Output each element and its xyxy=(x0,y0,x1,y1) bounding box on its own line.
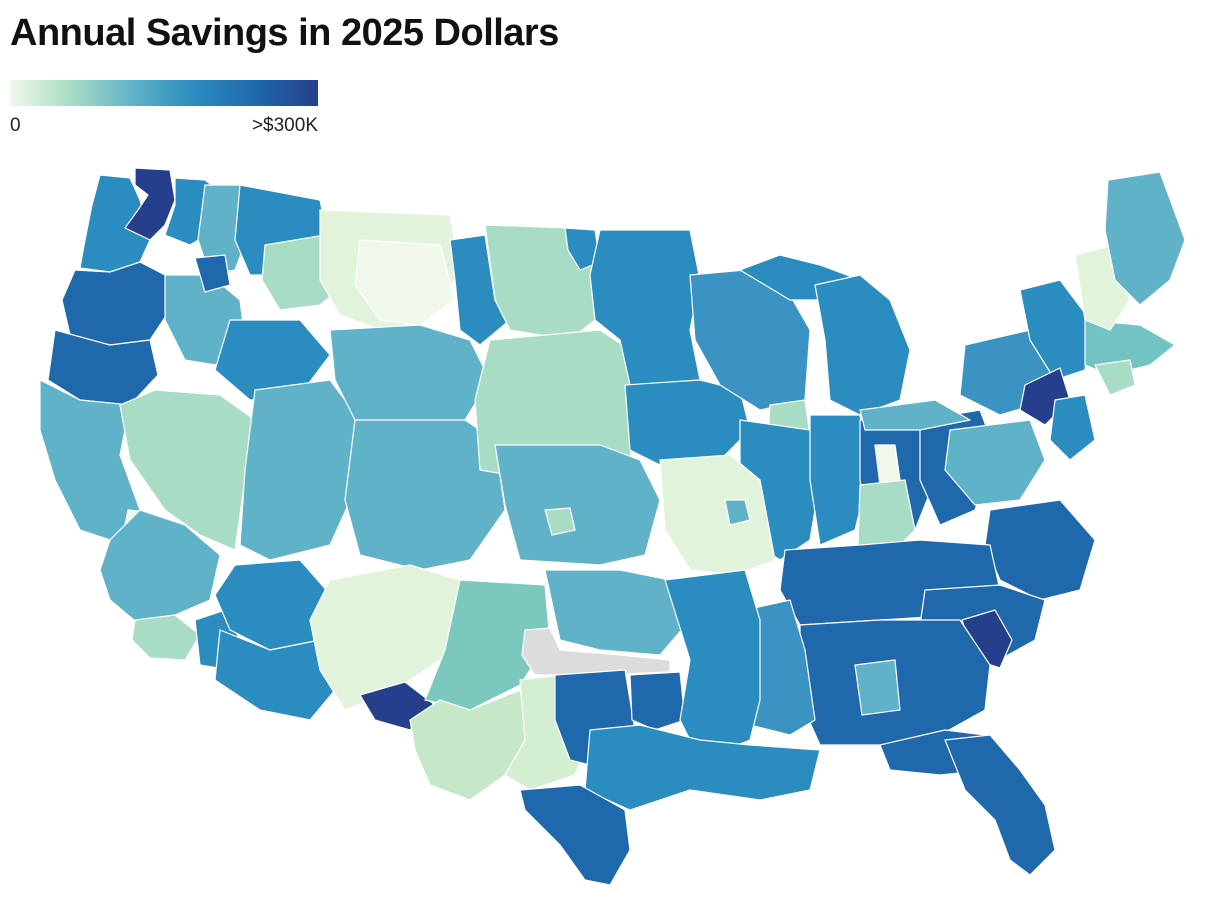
region-dakota-pocket xyxy=(564,227,601,271)
region-oregon-north xyxy=(61,261,171,346)
region-pennsylvania xyxy=(944,419,1046,506)
region-oklahoma-panhandle xyxy=(424,579,551,711)
region-houston xyxy=(584,724,821,811)
region-arizona-south xyxy=(214,629,336,721)
color-legend: 0 >$300K xyxy=(10,80,318,139)
region-oklahoma-no-data xyxy=(521,627,671,676)
region-nevada xyxy=(119,389,256,551)
region-colorado xyxy=(344,419,506,571)
legend-min-label: 0 xyxy=(10,115,21,136)
region-new-york-east xyxy=(1019,279,1091,381)
legend-max-label: >$300K xyxy=(251,115,318,136)
region-atlanta-pocket xyxy=(854,659,901,716)
region-iowa xyxy=(624,379,751,466)
region-north-dakota-west xyxy=(449,234,511,346)
region-indiana xyxy=(809,414,871,546)
region-south-texas xyxy=(519,784,631,886)
legend-gradient-bar xyxy=(10,80,318,106)
region-oregon-south xyxy=(47,329,159,406)
region-new-england-south xyxy=(1084,319,1176,376)
region-boston xyxy=(1094,359,1136,396)
us-savings-map xyxy=(39,167,1186,886)
region-wyoming xyxy=(329,324,491,431)
region-arkansas-oklahoma xyxy=(629,671,686,731)
region-seattle xyxy=(124,167,176,241)
region-kansas-pocket xyxy=(544,507,576,536)
region-louisiana xyxy=(664,569,761,761)
region-st-louis xyxy=(724,499,751,526)
region-florida-peninsula xyxy=(944,734,1056,876)
region-utah xyxy=(239,379,361,561)
region-los-angeles xyxy=(131,614,201,661)
region-maine xyxy=(1104,171,1186,306)
region-michigan-lower xyxy=(814,274,911,416)
region-oklahoma-east xyxy=(544,569,691,656)
region-new-mexico xyxy=(309,564,466,711)
region-southern-california xyxy=(99,509,221,626)
region-lake-erie-shore xyxy=(859,399,971,431)
map-title: Annual Savings in 2025 Dollars xyxy=(10,12,559,54)
region-spokane xyxy=(194,254,231,293)
region-kansas-north xyxy=(494,444,661,566)
region-new-jersey xyxy=(1049,394,1096,461)
region-missouri-east xyxy=(659,454,776,576)
region-ohio-pocket xyxy=(874,444,901,486)
